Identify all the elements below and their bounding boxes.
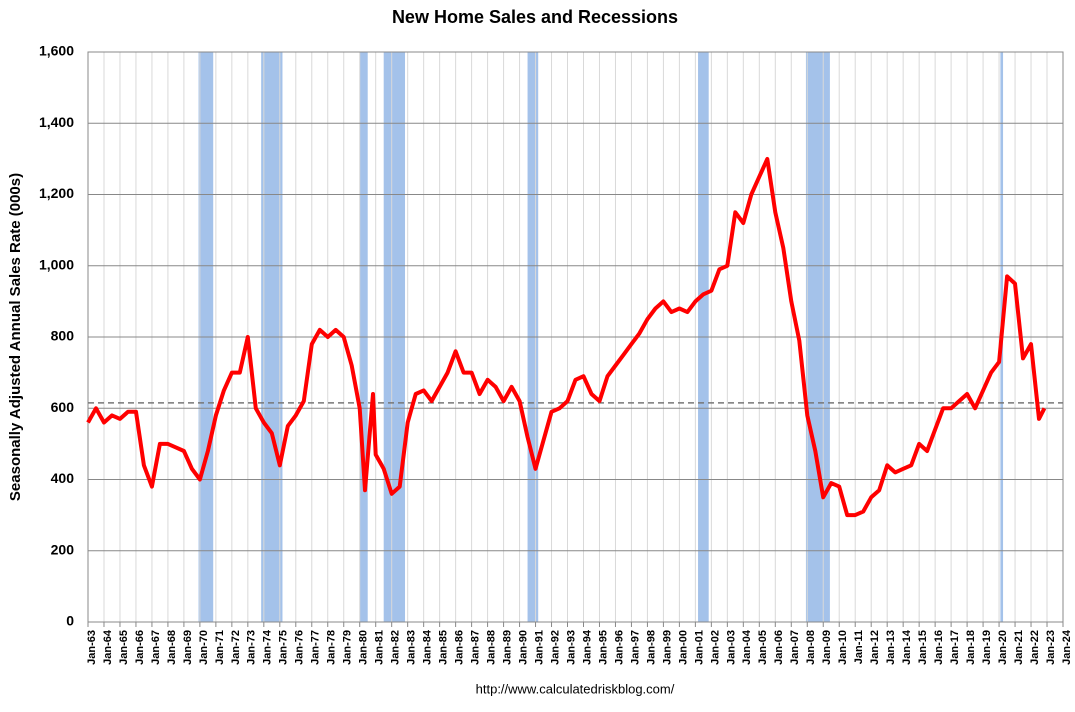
x-tick-label: Jan-74: [262, 629, 274, 665]
x-tick-label: Jan-78: [326, 630, 338, 665]
source: http://www.calculatedriskblog.com/: [476, 681, 675, 696]
x-tick-label: Jan-09: [821, 630, 833, 665]
x-tick-label: Jan-19: [981, 630, 993, 665]
x-tick-label: Jan-92: [549, 630, 561, 665]
x-tick-label: Jan-98: [645, 630, 657, 665]
x-tick-label: Jan-64: [102, 629, 114, 665]
x-tick-label: Jan-99: [661, 630, 673, 665]
x-tick-label: Jan-85: [438, 630, 450, 665]
x-tick-label: Jan-63: [86, 630, 98, 665]
x-tick-label: Jan-77: [310, 630, 322, 665]
x-tick-label: Jan-71: [214, 630, 226, 665]
background-layer: [87, 51, 1064, 623]
x-tick-label: Jan-08: [805, 630, 817, 665]
x-tick-label: Jan-24: [1061, 629, 1073, 665]
y-tick-label: 1,600: [39, 43, 74, 59]
chart-title: New Home Sales and Recessions: [392, 7, 678, 27]
x-tick-label: Jan-82: [390, 630, 402, 665]
x-tick-label: Jan-11: [853, 630, 865, 664]
x-tick-label: Jan-17: [949, 630, 961, 665]
x-tick-label: Jan-06: [773, 630, 785, 665]
y-tick-label: 600: [51, 399, 75, 415]
x-tick-label: Jan-73: [246, 630, 258, 665]
x-tick-label: Jan-72: [230, 630, 242, 665]
x-tick-label: Jan-86: [454, 630, 466, 665]
y-tick-label: 800: [51, 328, 75, 344]
x-tick-label: Jan-20: [997, 630, 1009, 665]
x-tick-label: Jan-80: [358, 630, 370, 665]
x-tick-label: Jan-79: [342, 630, 354, 665]
y-axis-label: Seasonally Adjusted Annual Sales Rate (0…: [7, 173, 24, 501]
x-tick-label: Jan-15: [917, 630, 929, 665]
x-tick-label: Jan-04: [741, 629, 753, 665]
x-tick-label: Jan-88: [485, 630, 497, 665]
foreground-layer: Jan-63 Jan-64 Jan-65 Jan-66 Jan-67 Jan-68 Jan-…: [39, 43, 1073, 665]
x-tick-label: Jan-96: [613, 630, 625, 665]
x-tick-label: Jan-10: [837, 630, 849, 665]
x-tick-label: Jan-67: [150, 630, 162, 665]
x-tick-label: Jan-05: [757, 630, 769, 665]
x-tick-label: Jan-14: [901, 629, 913, 665]
x-tick-label: Jan-68: [166, 630, 178, 665]
x-tick-label: Jan-69: [182, 630, 194, 665]
x-tick-label: Jan-07: [789, 630, 801, 665]
x-tick-label: Jan-00: [677, 630, 689, 665]
x-tick-label: Jan-90: [517, 630, 529, 665]
y-tick-label: 1,000: [39, 256, 74, 272]
x-tick-label: Jan-93: [565, 630, 577, 665]
x-tick-label: Jan-76: [294, 630, 306, 665]
x-tick-label: Jan-23: [1045, 630, 1057, 665]
x-tick-label: Jan-91: [533, 630, 545, 665]
x-tick-label: Jan-66: [134, 630, 146, 665]
x-tick-label: Jan-83: [406, 630, 418, 665]
x-tick-label: Jan-70: [198, 630, 210, 665]
series-line: [86, 156, 1047, 518]
y-tick-label: 0: [66, 613, 74, 629]
y-tick-label: 200: [51, 541, 75, 557]
x-tick-label: Jan-12: [869, 630, 881, 665]
x-tick-label: Jan-13: [885, 630, 897, 665]
x-tick-label: Jan-84: [422, 629, 434, 665]
x-tick-label: Jan-02: [709, 630, 721, 665]
x-tick-label: Jan-87: [470, 630, 482, 665]
x-tick-label: Jan-01: [693, 630, 705, 665]
x-tick-label: Jan-89: [501, 630, 513, 665]
y-tick-label: 1,400: [39, 114, 74, 130]
x-tick-label: Jan-97: [629, 630, 641, 665]
y-tick-label: 1,200: [39, 185, 74, 201]
x-tick-label: Jan-95: [597, 630, 609, 665]
x-tick-label: Jan-65: [118, 630, 130, 665]
y-tick-label: 400: [51, 470, 75, 486]
x-tick-label: Jan-94: [581, 629, 593, 665]
x-tick-label: Jan-75: [278, 630, 290, 665]
x-tick-label: Jan-81: [374, 630, 386, 665]
x-tick-label: Jan-21: [1013, 630, 1025, 665]
x-tick-label: Jan-18: [965, 630, 977, 665]
x-tick-label: Jan-22: [1029, 630, 1041, 665]
plot-border: [87, 51, 1064, 623]
x-tick-label: Jan-16: [933, 630, 945, 665]
x-tick-label: Jan-03: [725, 630, 737, 665]
